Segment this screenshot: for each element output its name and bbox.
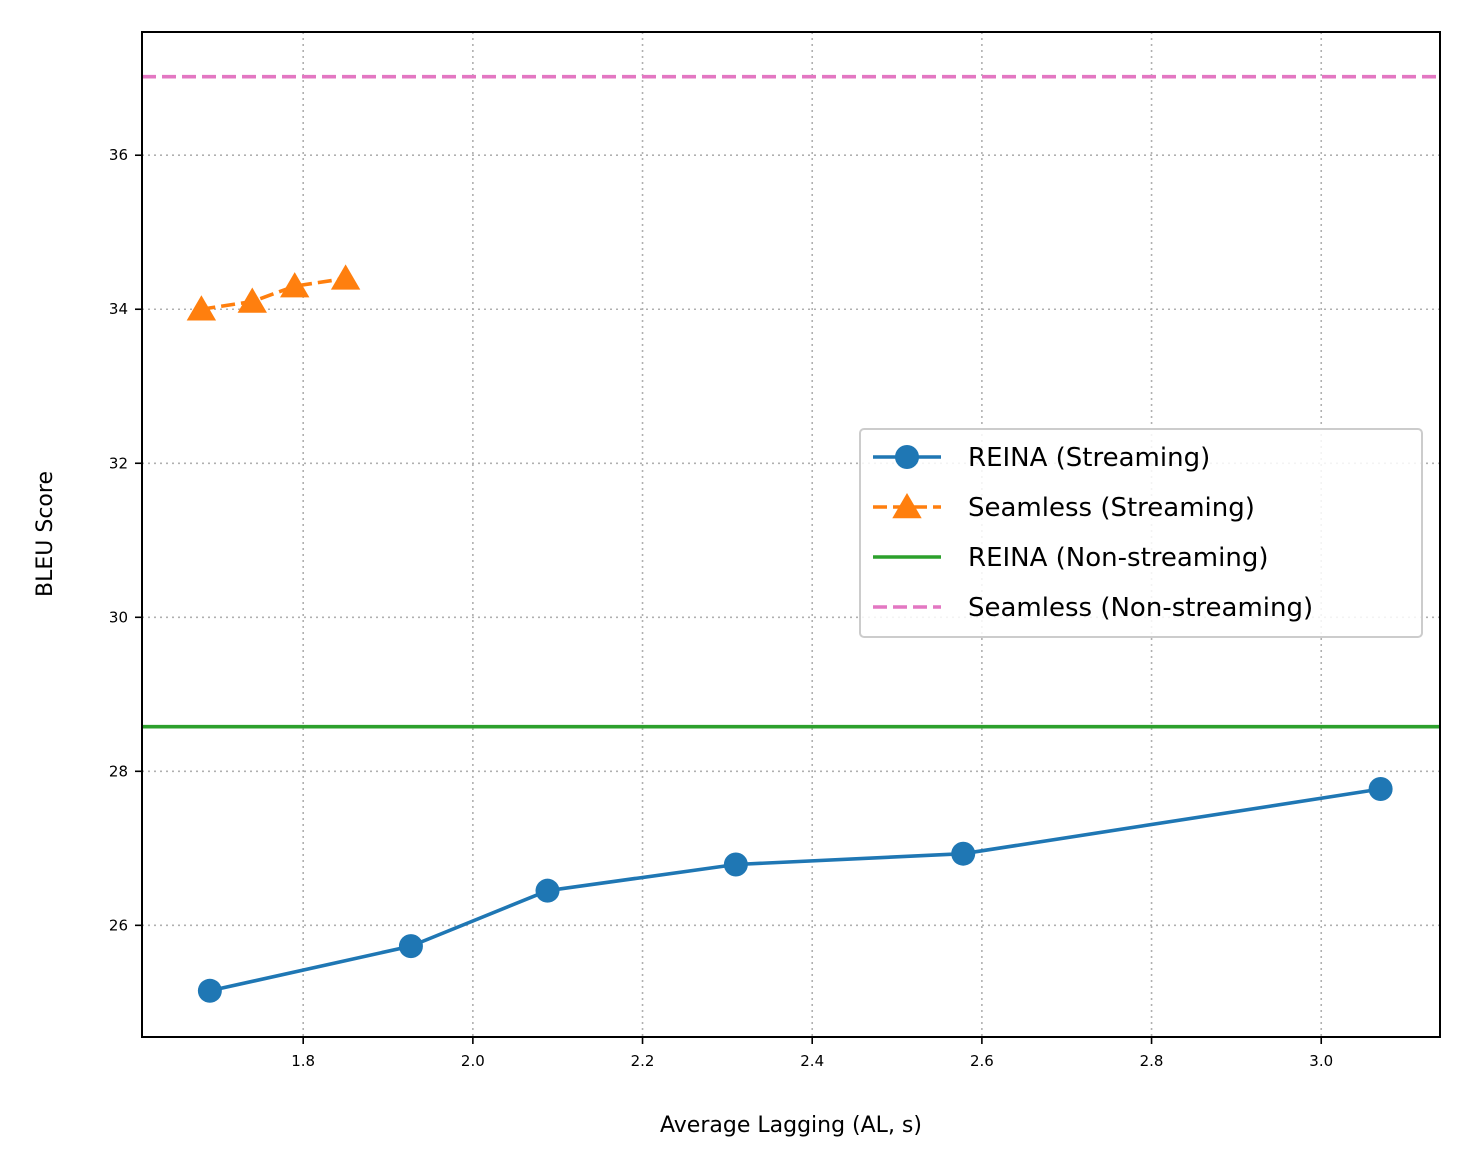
y-tick-label: 34 — [109, 300, 128, 318]
seamless-streaming-point — [186, 295, 217, 321]
reina-streaming-point — [723, 852, 748, 877]
y-axis-label: BLEU Score — [33, 471, 58, 597]
legend-label-reina-streaming: REINA (Streaming) — [968, 443, 1210, 473]
plot-frame — [141, 31, 1441, 1038]
seamless-streaming-point — [237, 287, 267, 313]
reina-streaming-point — [398, 934, 423, 959]
legend-marker-seamless-streaming — [892, 493, 922, 519]
x-tick-label: 2.4 — [800, 1052, 824, 1070]
y-tick-label: 28 — [109, 762, 128, 780]
grid — [142, 32, 1440, 1037]
x-tick-label: 2.0 — [461, 1052, 485, 1070]
y-tick-label: 30 — [109, 608, 128, 626]
y-tick-label: 36 — [109, 146, 128, 164]
x-tick-label: 3.0 — [1309, 1052, 1333, 1070]
legend-label-seamless-streaming: Seamless (Streaming) — [968, 493, 1255, 523]
legend-marker-reina-streaming — [895, 445, 919, 469]
plot-area — [142, 74, 1440, 1003]
reina-streaming-point — [535, 878, 560, 903]
x-axis-label: Average Lagging (AL, s) — [660, 1113, 922, 1138]
x-tick-label: 1.8 — [291, 1052, 315, 1070]
x-tick-label: 2.6 — [970, 1052, 994, 1070]
y-tick-label: 26 — [109, 916, 128, 934]
legend-box — [859, 428, 1423, 638]
y-tick-label: 32 — [109, 454, 128, 472]
legend-label-seamless-non-streaming: Seamless (Non-streaming) — [968, 593, 1313, 623]
y-axis: 26 28 30 32 34 36 — [109, 146, 142, 934]
seamless-streaming-point — [330, 264, 361, 290]
seamless-streaming-point — [280, 272, 310, 298]
reina-streaming-point — [951, 841, 976, 866]
legend: REINA (Streaming) Seamless (Streaming) REI… — [859, 428, 1423, 638]
x-tick-label: 2.2 — [631, 1052, 655, 1070]
seamless-streaming-line — [201, 276, 346, 312]
reina-streaming-line — [209, 787, 1381, 993]
reina-streaming-point — [1368, 777, 1393, 802]
x-tick-label: 2.8 — [1140, 1052, 1164, 1070]
reina-streaming-point — [197, 978, 222, 1003]
legend-label-reina-non-streaming: REINA (Non-streaming) — [968, 543, 1269, 573]
x-axis: 1.8 2.0 2.2 2.4 2.6 2.8 3.0 — [291, 1037, 1333, 1070]
